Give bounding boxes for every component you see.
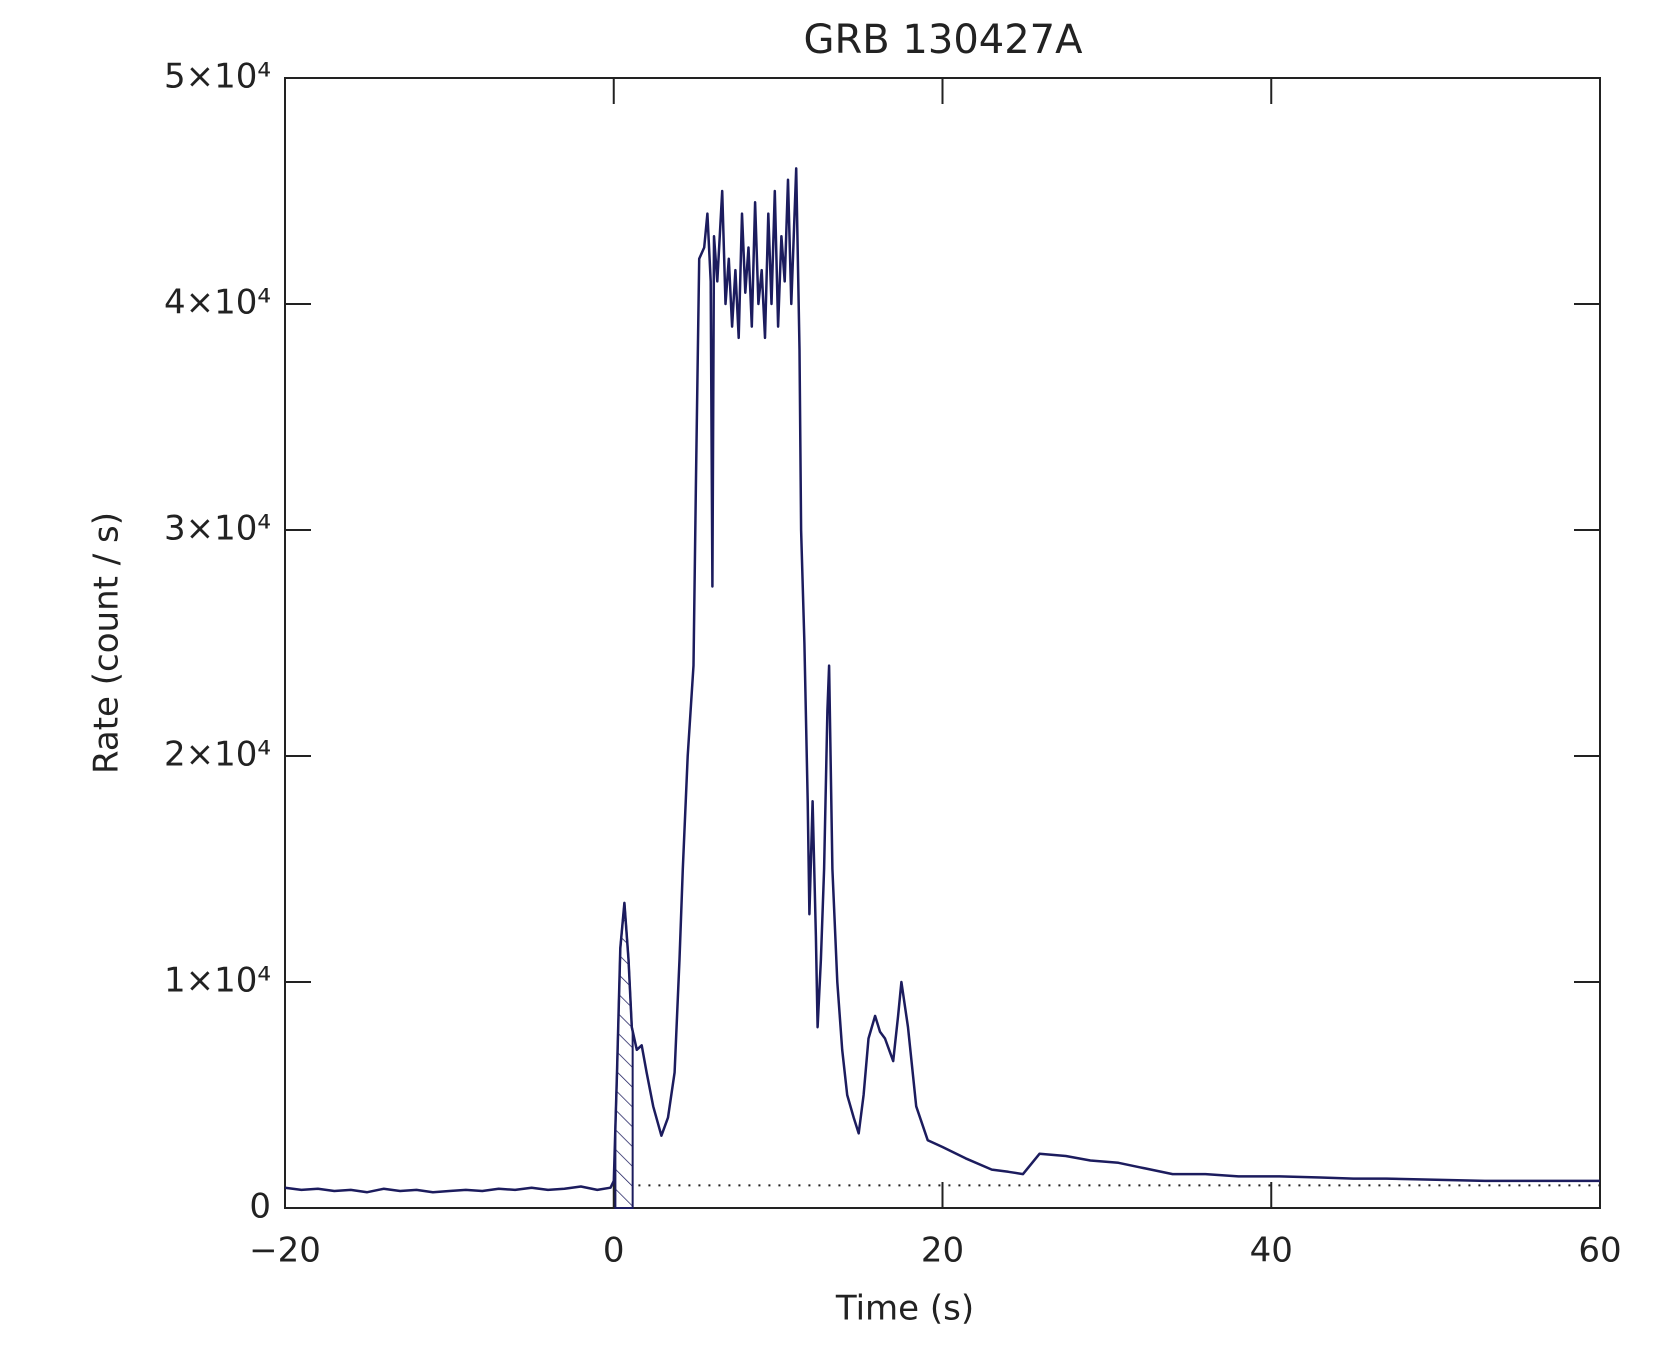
y-tick-label: 1×10⁴ — [164, 961, 271, 1001]
plot-frame — [284, 77, 1601, 1209]
x-tick-label: 60 — [1578, 1231, 1621, 1271]
y-tick-label: 5×10⁴ — [164, 57, 271, 97]
x-tick-label: 20 — [921, 1231, 964, 1271]
x-tick-label: −20 — [249, 1231, 321, 1271]
y-tick-label: 4×10⁴ — [164, 283, 271, 323]
light-curve — [284, 167, 1600, 1194]
y-axis-label: Rate (count / s) — [87, 512, 127, 774]
y-tick-label: 3×10⁴ — [164, 509, 271, 549]
x-tick-label: 40 — [1250, 1231, 1293, 1271]
y-tick-label: 2×10⁴ — [164, 735, 271, 775]
chart-title: GRB 130427A — [803, 17, 1083, 63]
x-axis-label: Time (s) — [835, 1289, 974, 1329]
y-tick-label: 0 — [249, 1187, 271, 1227]
x-tick-label: 0 — [603, 1231, 625, 1271]
